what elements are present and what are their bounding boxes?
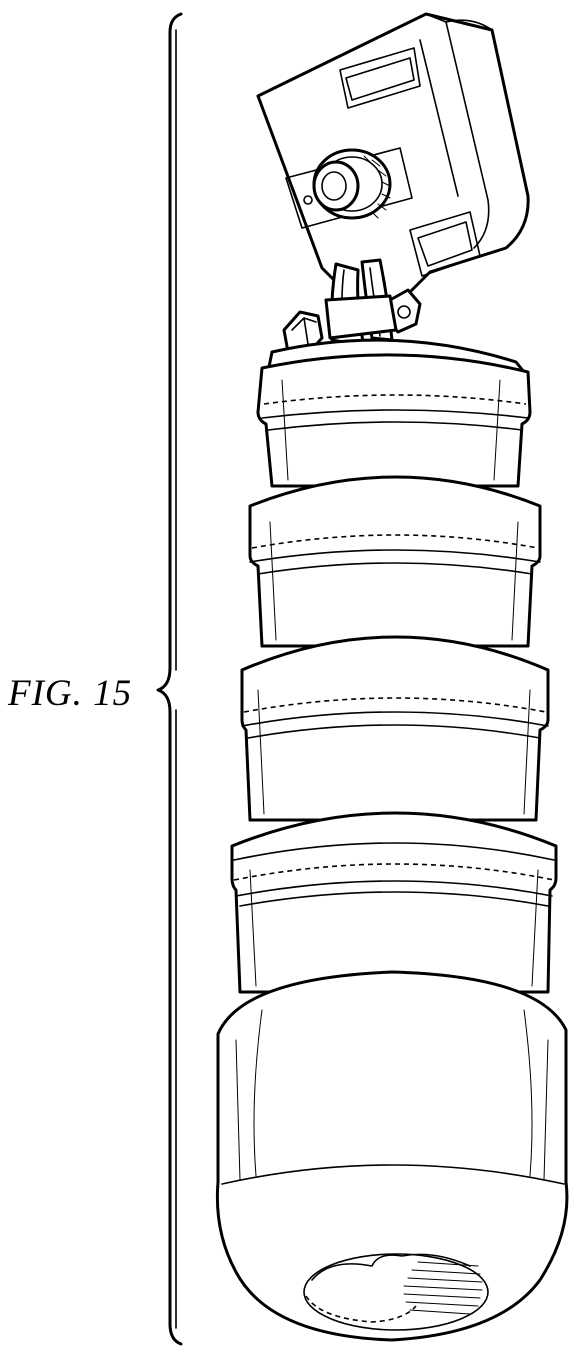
- camera-body: [258, 14, 528, 306]
- segment-3: [242, 637, 548, 820]
- segment-2: [250, 477, 540, 646]
- base-cup: [217, 972, 567, 1340]
- segment-4: [232, 813, 556, 992]
- segment-1: [258, 355, 530, 486]
- figure-label: FIG. 15: [8, 672, 132, 715]
- figure-bracket: [158, 14, 181, 1344]
